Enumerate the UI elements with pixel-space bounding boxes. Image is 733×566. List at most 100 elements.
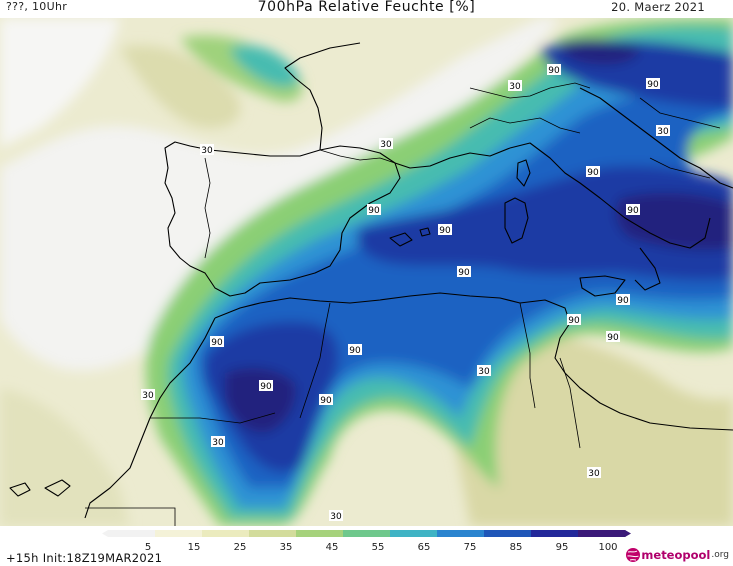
svg-text:90: 90 — [568, 316, 580, 326]
coastline-balearics — [389, 227, 431, 247]
svg-text:30: 30 — [380, 140, 392, 150]
border-tunisia-libya — [559, 357, 581, 449]
coastline-italy — [509, 142, 711, 291]
svg-text:30: 30 — [201, 146, 213, 156]
coastlines — [9, 42, 733, 519]
svg-text:90: 90 — [647, 80, 659, 90]
coastline-canaries — [9, 479, 71, 497]
border-italy-north — [469, 117, 581, 134]
label-90-gulf: 90 — [606, 331, 620, 343]
footer-bar: 5 15 25 35 45 55 65 75 85 95 100 +15h Init:18Z19MA… — [0, 526, 733, 566]
coastline-corsica — [516, 159, 531, 187]
label-90-sicily: 90 — [616, 294, 630, 306]
svg-text:30: 30 — [478, 367, 490, 377]
svg-text:90: 90 — [627, 206, 639, 216]
label-30-libya: 30 — [477, 365, 491, 377]
label-90-sahara: 90 — [319, 394, 333, 406]
svg-text:30: 30 — [588, 469, 600, 479]
border-alps — [469, 82, 591, 99]
label-90-tunisia: 90 — [567, 314, 581, 326]
legend-swatch — [343, 530, 391, 537]
svg-text:90: 90 — [349, 346, 361, 356]
label-30-swiss: 30 — [508, 80, 522, 92]
legend-arrow-start — [102, 530, 108, 537]
legend-swatch — [296, 530, 344, 537]
label-30-adriatic: 30 — [656, 125, 670, 137]
legend-tick-label: 55 — [372, 542, 385, 553]
navy-spot-southwest — [225, 367, 296, 433]
label-90-alps: 90 — [547, 64, 561, 76]
legend-tick-label: 15 — [188, 542, 201, 553]
valid-date-label: 20. Maerz 2021 — [611, 0, 705, 14]
svg-text:90: 90 — [211, 338, 223, 348]
map-title: 700hPa Relative Feuchte [%] — [257, 0, 476, 15]
legend-tick-label: 85 — [510, 542, 523, 553]
border-algeria-tunisia — [519, 302, 536, 409]
label-30-france: 30 — [379, 138, 393, 150]
borders — [85, 82, 721, 526]
svg-text:90: 90 — [607, 333, 619, 343]
svg-text:90: 90 — [260, 382, 272, 392]
model-run-info: +15h Init:18Z19MAR2021 — [6, 551, 163, 565]
label-90-east: 90 — [626, 204, 640, 216]
svg-text:30: 30 — [330, 512, 342, 522]
legend-swatch — [531, 530, 579, 537]
green-streak-north — [180, 35, 303, 102]
label-90-morocco: 90 — [259, 380, 273, 392]
coastline-north-africa — [214, 292, 733, 431]
svg-text:90: 90 — [368, 206, 380, 216]
legend-ticks: 5 15 25 35 45 55 65 75 85 95 100 — [145, 542, 618, 553]
coastline-adriatic — [579, 87, 733, 189]
dry-zone — [0, 18, 560, 371]
legend-swatch — [249, 530, 297, 537]
color-scale-legend: 5 15 25 35 45 55 65 75 85 95 100 — [102, 530, 631, 553]
svg-text:90: 90 — [320, 396, 332, 406]
navy-spot-northeast — [560, 39, 640, 65]
teal-streak-north — [230, 45, 300, 88]
svg-text:30: 30 — [657, 127, 669, 137]
border-spain-portugal — [204, 157, 211, 259]
label-30-atlantic: 30 — [141, 389, 155, 401]
border-western-sahara — [150, 412, 276, 424]
svg-text:30: 30 — [509, 82, 521, 92]
coastline-iberia — [164, 141, 401, 297]
header-bar: ???, 10Uhr 700hPa Relative Feuchte [%] 2… — [0, 0, 733, 18]
humidity-field — [0, 18, 733, 526]
legend-tick-label: 35 — [280, 542, 293, 553]
label-90-balearic: 90 — [438, 224, 452, 236]
legend-swatch — [202, 530, 250, 537]
tan-zone-north — [120, 45, 241, 128]
legend-tick-label: 95 — [556, 542, 569, 553]
globe-icon — [626, 548, 641, 562]
border-spain-france — [319, 149, 396, 164]
border-morocco-algeria — [299, 302, 331, 419]
svg-text:90: 90 — [439, 226, 451, 236]
label-90-central: 90 — [457, 266, 471, 278]
legend-swatches — [102, 530, 631, 537]
label-30-iberia: 30 — [200, 144, 214, 156]
legend-arrow-end — [625, 530, 631, 537]
label-30-south: 30 — [329, 510, 343, 522]
legend-tick-label: 25 — [234, 542, 247, 553]
navy-spot-east — [615, 192, 733, 250]
border-balkans — [639, 97, 721, 179]
dry-zone-west — [0, 18, 120, 148]
tan-zone-southwest — [0, 388, 130, 526]
svg-text:90: 90 — [587, 168, 599, 178]
brand-name: meteopool — [641, 548, 711, 562]
svg-text:90: 90 — [617, 296, 629, 306]
legend-tick-label: 75 — [464, 542, 477, 553]
svg-text:90: 90 — [548, 66, 560, 76]
legend-tick-label: 100 — [598, 542, 617, 553]
svg-text:30: 30 — [212, 438, 224, 448]
coastline-sicily — [579, 275, 626, 297]
label-90-west: 90 — [210, 336, 224, 348]
label-90-tyrrhenian: 90 — [586, 166, 600, 178]
legend-swatch — [578, 530, 626, 537]
label-30-southeast: 30 — [587, 467, 601, 479]
brand-logo[interactable]: meteopool .org — [625, 546, 729, 564]
label-90-balkans: 90 — [646, 78, 660, 90]
border-mauritania — [85, 507, 176, 526]
humidity-map: 90 90 90 90 90 90 90 90 90 90 90 90 90 9… — [0, 18, 733, 526]
legend-tick-label: 65 — [418, 542, 431, 553]
